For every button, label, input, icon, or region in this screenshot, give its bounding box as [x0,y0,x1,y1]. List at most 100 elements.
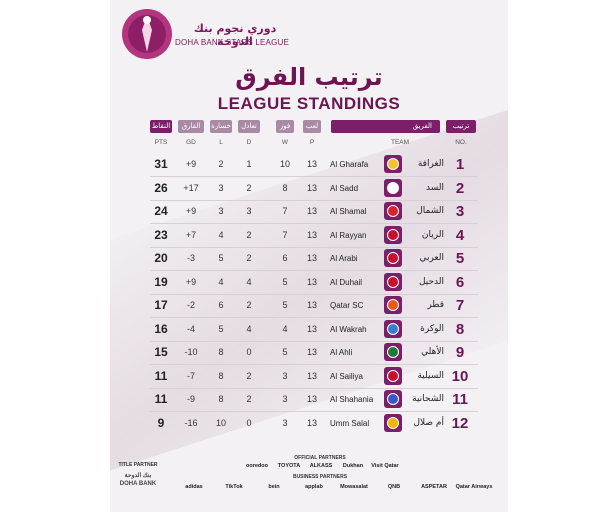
table-row: 24 +9 3 3 7 13 Al Shamal الشمال 3 [110,199,508,224]
rank-cell: 3 [455,203,465,220]
team-crest-icon [384,249,402,267]
losses-cell: 8 [218,394,224,404]
points-cell: 11 [154,392,168,406]
team-name-ar: أم صلال [413,417,445,428]
team-name-en: Al Duhail [330,277,363,287]
losses-cell: 8 [218,347,224,357]
header-no-ar: ترتيب [446,120,476,133]
rank-cell: 2 [455,179,465,197]
played-cell: 13 [306,300,317,310]
team-crest-icon [384,319,402,338]
crest-emblem-icon [387,299,399,311]
team-name-ar: الأهلي [421,347,444,357]
points-cell: 19 [154,274,168,289]
row-divider [150,246,478,248]
header-gd-ar: الفارق [178,120,204,133]
wins-cell: 3 [282,394,288,404]
wins-cell: 7 [282,229,288,240]
header-team-ar: الفريق [331,120,440,133]
business-partner-logo: Qatar Airways [455,484,493,490]
draws-cell: 1 [246,159,252,169]
crest-emblem-icon [387,275,399,288]
row-divider [150,199,478,201]
team-crest-icon [384,366,402,385]
page-title-ar: ترتيب الفرق [235,63,383,91]
team-name-en: Al Sailiya [330,371,363,381]
rank-cell: 7 [455,297,465,314]
official-partner-logo: Visit Qatar [371,463,399,469]
rank-cell: 6 [455,273,465,291]
team-name-ar: الريان [421,229,444,240]
table-row: 26 +17 3 2 8 13 Al Sadd السد 2 [110,176,508,201]
business-partner-logo: adidas [185,484,203,490]
standings-card [110,0,508,512]
played-cell: 13 [306,323,317,334]
business-partners-label: BUSINESS PARTNERS [292,474,348,480]
wins-cell: 3 [282,370,288,381]
rank-cell: 5 [455,250,465,267]
played-cell: 13 [306,253,317,263]
points-cell: 24 [154,204,168,218]
draws-cell: 4 [246,276,252,287]
losses-cell: 5 [218,323,224,334]
goal-difference-cell: -2 [186,300,195,310]
rank-cell: 8 [455,320,465,338]
draws-cell: 0 [246,417,252,428]
header-l-ar: خسارة [210,120,232,133]
table-row: 20 -3 5 2 6 13 Al Arabi العربي 5 [110,246,508,271]
played-cell: 13 [306,206,317,216]
crest-emblem-icon [387,369,399,382]
played-cell: 13 [306,417,317,428]
table-row: 19 +9 4 4 5 13 Al Duhail الدحيل 6 [110,270,508,295]
points-cell: 9 [157,415,165,430]
losses-cell: 4 [218,229,224,240]
wins-cell: 5 [282,300,288,310]
title-partner-ar: بنك الدوحة [124,473,152,479]
wins-cell: 7 [282,206,288,216]
row-divider [150,293,478,295]
played-cell: 13 [306,229,317,240]
table-row: 9 -16 10 0 3 13 Umm Salal أم صلال 12 [110,411,508,436]
points-cell: 16 [154,321,168,336]
header-l-en: L [219,139,223,146]
played-cell: 13 [306,370,317,381]
draws-cell: 0 [246,347,252,357]
wins-cell: 4 [282,323,288,334]
draws-cell: 2 [246,394,252,404]
points-cell: 15 [154,345,168,359]
team-name-en: Al Shahania [330,395,374,404]
team-name-en: Al Arabi [330,254,358,263]
points-cell: 26 [154,180,168,195]
team-name-ar: الشمال [416,206,444,216]
losses-cell: 3 [218,182,224,193]
team-name-ar: الوكرة [420,323,444,334]
crest-emblem-icon [387,228,399,241]
goal-difference-cell: +9 [185,206,197,216]
team-crest-icon [384,155,402,173]
business-partner-logo: TikTok [225,484,243,490]
wins-cell: 8 [282,182,288,193]
team-name-ar: الشحانية [412,394,444,404]
official-partner-logo: ooredoo [246,463,268,469]
row-divider [150,270,478,271]
header-no-en: NO. [455,139,467,146]
table-row: 16 -4 5 4 4 13 Al Wakrah الوكرة 8 [110,317,508,342]
goal-difference-cell: -7 [186,370,195,381]
table-row: 23 +7 4 2 7 13 Al Rayyan الريان 4 [110,223,508,248]
draws-cell: 2 [246,182,252,193]
table-row: 31 +9 2 1 10 13 Al Gharafa الغرافة 1 [110,152,508,177]
crest-emblem-icon [387,158,399,170]
draws-cell: 2 [246,370,252,381]
points-cell: 20 [154,251,168,265]
draws-cell: 2 [246,229,252,240]
played-cell: 13 [306,394,317,404]
header-d-en: D [246,139,252,146]
losses-cell: 5 [218,253,224,263]
team-name-ar: العربي [419,253,444,263]
goal-difference-cell: -4 [186,323,195,334]
points-cell: 23 [154,227,168,242]
team-crest-icon [384,178,402,197]
official-partner-logo: Dukhan [342,463,364,469]
league-name-en: DOHA BANK STARS LEAGUE [174,38,290,47]
header-gd-en: GD [186,139,196,146]
